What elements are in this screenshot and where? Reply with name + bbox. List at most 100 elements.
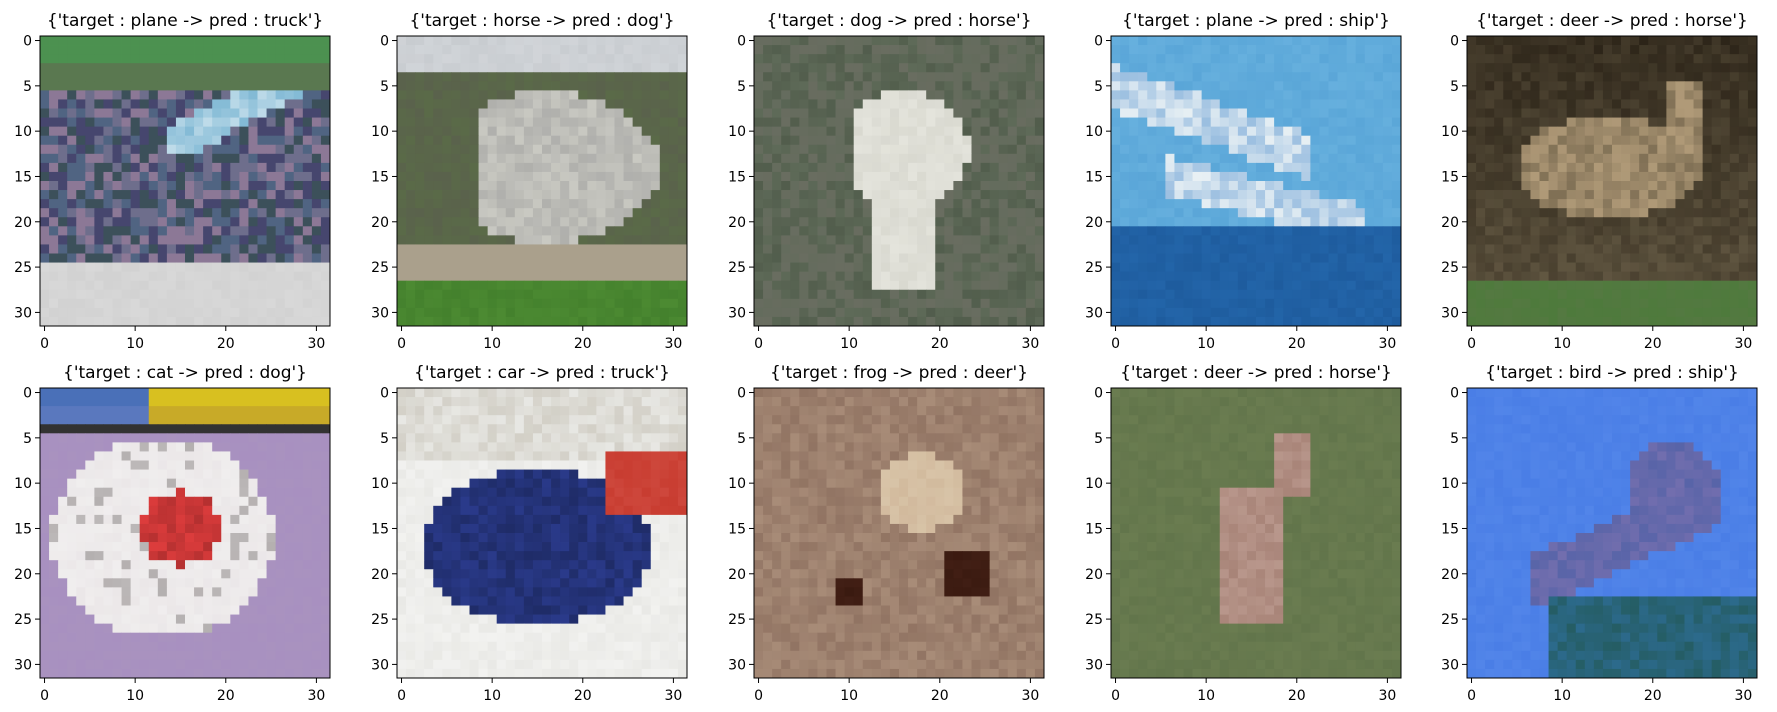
x-tick-label: 10 <box>1553 336 1571 352</box>
y-tick-label: 20 <box>1085 567 1103 583</box>
y-tick-label: 5 <box>380 431 389 447</box>
x-tick-label: 20 <box>931 688 949 704</box>
y-tick-label: 5 <box>23 431 32 447</box>
x-tick-label: 0 <box>40 336 49 352</box>
subplot-title: {'target : frog -> pred : deer'} <box>770 363 1028 383</box>
y-tick-label: 0 <box>380 386 389 402</box>
y-tick-label: 25 <box>1441 612 1459 628</box>
image-pixels <box>397 36 688 327</box>
subplot-title: {'target : plane -> pred : truck'} <box>47 11 323 31</box>
y-tick-label: 0 <box>737 34 746 50</box>
y-tick-label: 5 <box>1094 79 1103 95</box>
x-tick-label: 0 <box>1111 688 1120 704</box>
subplot-title: {'target : cat -> pred : dog'} <box>63 363 307 383</box>
subplot-8: {'target : frog -> pred : deer'} 0 10 20 30 0… <box>728 363 1045 704</box>
x-tick-label: 10 <box>483 336 501 352</box>
y-tick-label: 20 <box>14 567 32 583</box>
y-tick-label: 5 <box>23 79 32 95</box>
y-tick-label: 10 <box>728 476 746 492</box>
axes-frame <box>39 35 331 327</box>
x-tick-label: 0 <box>397 688 406 704</box>
subplot-2: {'target : horse -> pred : dog'} 0 10 20 30 0… <box>371 11 688 352</box>
y-tick-label: 25 <box>728 260 746 276</box>
x-tick-label: 0 <box>397 336 406 352</box>
x-tick-label: 0 <box>1467 688 1476 704</box>
axes-frame <box>1466 387 1758 679</box>
y-tick-label: 30 <box>1085 657 1103 673</box>
y-tick-label: 5 <box>737 79 746 95</box>
x-tick-label: 20 <box>1644 688 1662 704</box>
x-tick-label: 30 <box>1378 336 1396 352</box>
x-tick-label: 0 <box>754 336 763 352</box>
axes-frame <box>1110 387 1402 679</box>
x-tick-label: 20 <box>1288 688 1306 704</box>
y-tick-label: 15 <box>1085 521 1103 537</box>
y-tick-label: 5 <box>737 431 746 447</box>
subplot-title: {'target : dog -> pred : horse'} <box>766 11 1031 31</box>
y-tick-label: 10 <box>1085 476 1103 492</box>
image-pixels <box>754 36 1045 327</box>
subplot-10: {'target : bird -> pred : ship'} 0 10 20 30 0… <box>1441 363 1758 704</box>
image-pixels <box>397 388 688 679</box>
x-tick-label: 0 <box>40 688 49 704</box>
y-tick-label: 15 <box>728 169 746 185</box>
y-tick-label: 15 <box>371 169 389 185</box>
subplot-title: {'target : horse -> pred : dog'} <box>409 11 674 31</box>
subplot-title: {'target : deer -> pred : horse'} <box>1120 363 1392 383</box>
x-tick-label: 20 <box>217 336 235 352</box>
y-tick-label: 10 <box>14 476 32 492</box>
y-tick-label: 30 <box>1441 305 1459 321</box>
y-tick-label: 15 <box>1085 169 1103 185</box>
y-tick-label: 25 <box>728 612 746 628</box>
x-tick-label: 30 <box>1021 688 1039 704</box>
y-tick-label: 30 <box>1441 657 1459 673</box>
y-tick-label: 0 <box>1094 34 1103 50</box>
y-tick-label: 10 <box>1441 124 1459 140</box>
x-tick-label: 30 <box>307 688 325 704</box>
x-tick-label: 0 <box>754 688 763 704</box>
x-tick-label: 20 <box>1288 336 1306 352</box>
y-tick-label: 10 <box>1085 124 1103 140</box>
y-tick-label: 30 <box>728 305 746 321</box>
x-tick-label: 30 <box>307 336 325 352</box>
y-tick-label: 15 <box>1441 169 1459 185</box>
x-tick-label: 10 <box>483 688 501 704</box>
y-tick-label: 20 <box>728 215 746 231</box>
x-tick-label: 30 <box>1021 336 1039 352</box>
x-tick-label: 20 <box>574 688 592 704</box>
y-tick-label: 20 <box>728 567 746 583</box>
x-tick-label: 20 <box>574 336 592 352</box>
y-tick-label: 5 <box>1450 431 1459 447</box>
image-pixels <box>1111 36 1402 327</box>
subplot-title: {'target : car -> pred : truck'} <box>414 363 670 383</box>
y-tick-label: 20 <box>1441 567 1459 583</box>
axes-frame <box>1466 35 1758 327</box>
y-tick-label: 20 <box>371 567 389 583</box>
x-tick-label: 0 <box>1111 336 1120 352</box>
y-tick-label: 15 <box>728 521 746 537</box>
subplot-title: {'target : bird -> pred : ship'} <box>1485 363 1739 383</box>
subplot-7: {'target : car -> pred : truck'} 0 10 20 30 0… <box>371 363 688 704</box>
y-tick-label: 0 <box>737 386 746 402</box>
y-tick-label: 0 <box>380 34 389 50</box>
subplot-9: {'target : deer -> pred : horse'} 0 10 20 30… <box>1085 363 1402 704</box>
x-tick-label: 20 <box>931 336 949 352</box>
image-pixels <box>1111 388 1402 679</box>
x-tick-label: 10 <box>1197 688 1215 704</box>
subplot-3: {'target : dog -> pred : horse'} 0 10 20 30 0… <box>728 11 1045 352</box>
y-tick-label: 10 <box>728 124 746 140</box>
axes-frame <box>39 387 331 679</box>
subplot-4: {'target : plane -> pred : ship'} 0 10 20 30… <box>1085 11 1402 352</box>
x-tick-label: 30 <box>664 336 682 352</box>
image-pixels <box>40 388 331 679</box>
y-tick-label: 25 <box>1085 260 1103 276</box>
x-tick-label: 20 <box>217 688 235 704</box>
y-tick-label: 30 <box>14 657 32 673</box>
y-tick-label: 15 <box>14 169 32 185</box>
y-tick-label: 20 <box>1441 215 1459 231</box>
x-tick-label: 10 <box>126 336 144 352</box>
y-tick-label: 0 <box>23 34 32 50</box>
x-tick-label: 10 <box>1553 688 1571 704</box>
y-tick-label: 15 <box>14 521 32 537</box>
